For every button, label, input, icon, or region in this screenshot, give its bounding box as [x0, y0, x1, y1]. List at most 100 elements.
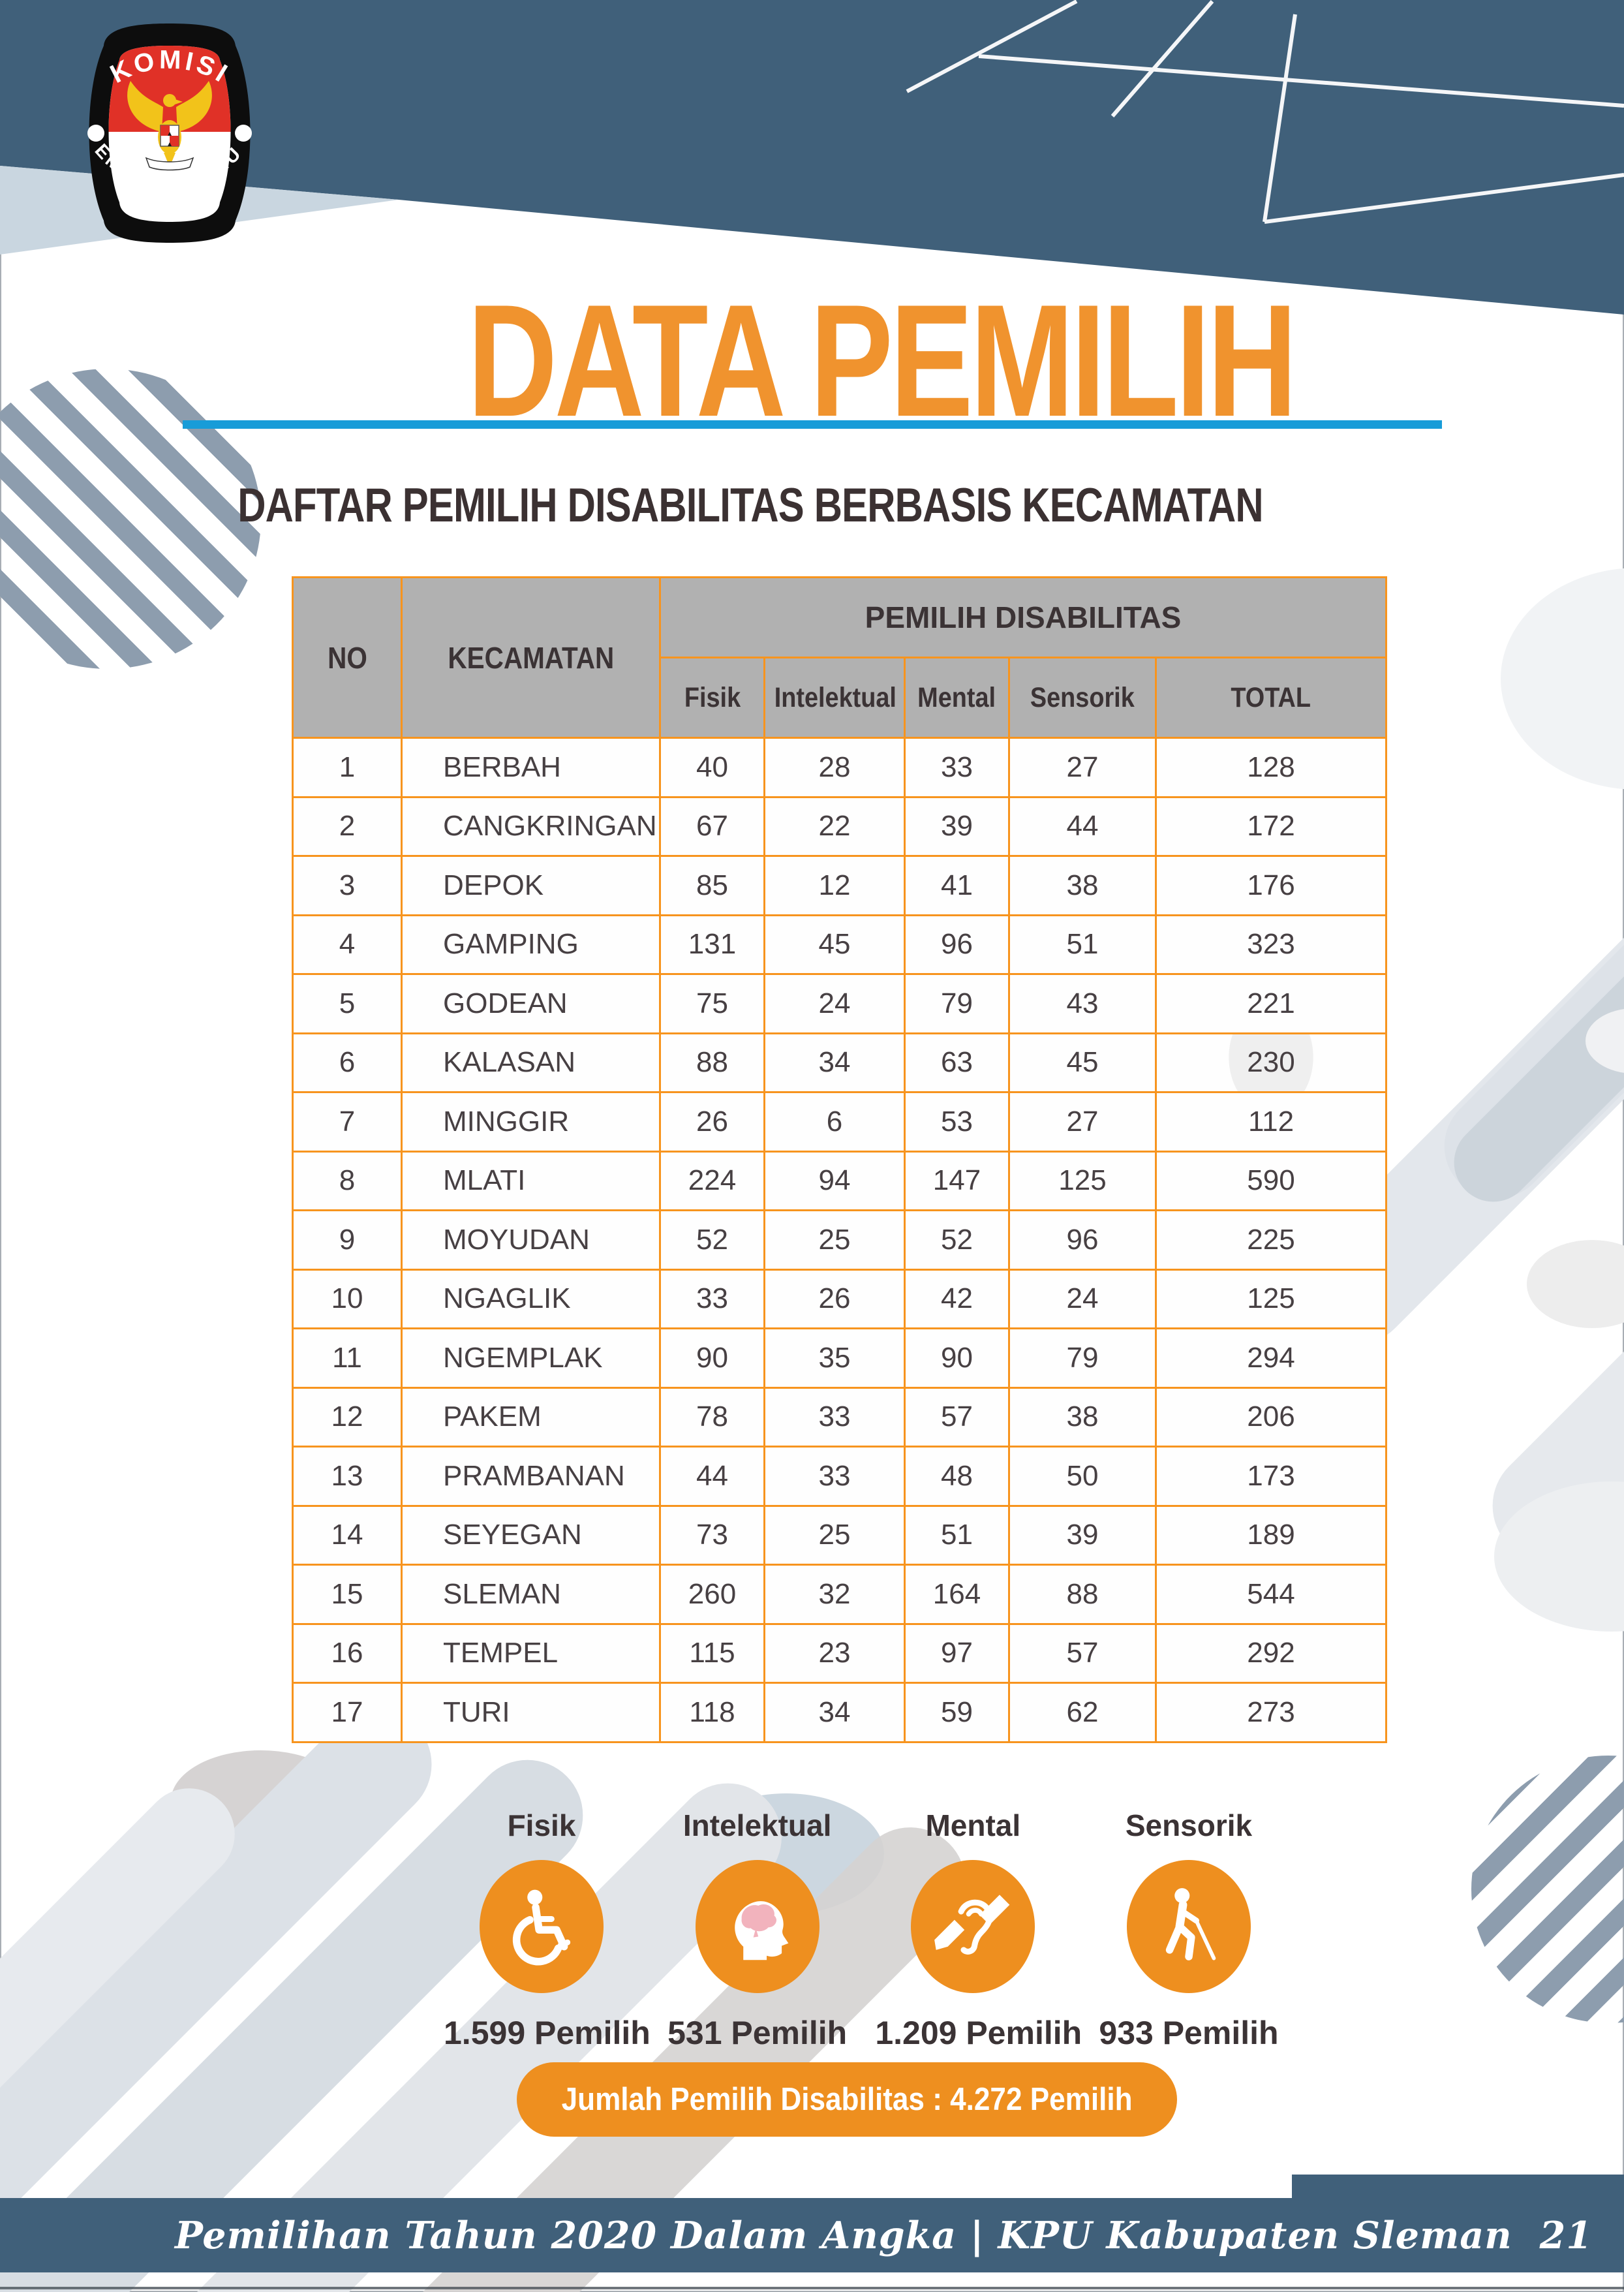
- total-banner: Jumlah Pemilih Disabilitas : 4.272 Pemil…: [517, 2062, 1177, 2137]
- cell-fisik: 118: [659, 1682, 765, 1743]
- cell-sensorik: 27: [1008, 1091, 1157, 1153]
- cell-no: 1: [292, 737, 403, 798]
- table-row: 2 CANGKRINGAN 67 22 39 44 172: [292, 796, 1388, 857]
- cell-intelektual: 24: [763, 973, 906, 1034]
- table-row: 7 MINGGIR 26 6 53 27 112: [292, 1091, 1388, 1153]
- cell-total: 294: [1154, 1327, 1388, 1389]
- col-header-group-label: PEMILIH DISABILITAS: [865, 600, 1182, 634]
- col-header-kecamatan: KECAMATAN: [401, 576, 661, 739]
- footer-bar: Pemilihan Tahun 2020 Dalam Angka | KPU K…: [0, 2198, 1624, 2272]
- page-title: DATA PEMILIH: [467, 271, 1297, 450]
- cell-no: 14: [292, 1504, 403, 1566]
- cell-total: 112: [1154, 1091, 1388, 1153]
- kpu-logo: KOMISI PEMILIHAN UMUM: [62, 18, 252, 243]
- cell-mental: 164: [904, 1564, 1010, 1625]
- cell-kecamatan: CANGKRINGAN: [401, 796, 661, 857]
- cell-total: 176: [1154, 855, 1388, 916]
- cell-fisik: 78: [659, 1386, 765, 1448]
- summary-intelektual: Intelektual 531 Pemilih: [660, 1808, 855, 2052]
- cell-kecamatan: TURI: [401, 1682, 661, 1743]
- cell-total: 221: [1154, 973, 1388, 1034]
- logo-dot-left: [87, 125, 104, 142]
- summary-mental-label: Mental: [925, 1808, 1021, 1842]
- header-dark-polygon: [0, 0, 1624, 315]
- col-header-no-label: NO: [327, 640, 367, 675]
- cell-no: 9: [292, 1209, 403, 1271]
- cell-kecamatan: PAKEM: [401, 1386, 661, 1448]
- cell-intelektual: 25: [763, 1209, 906, 1271]
- cell-sensorik: 38: [1008, 1386, 1157, 1448]
- col-header-kecamatan-label: KECAMATAN: [448, 640, 614, 675]
- cell-sensorik: 24: [1008, 1268, 1157, 1329]
- cell-mental: 42: [904, 1268, 1010, 1329]
- table-row: 11 NGEMPLAK 90 35 90 79 294: [292, 1327, 1388, 1389]
- cell-fisik: 131: [659, 914, 765, 975]
- cell-fisik: 26: [659, 1091, 765, 1153]
- table-row: 3 DEPOK 85 12 41 38 176: [292, 855, 1388, 916]
- cell-kecamatan: GODEAN: [401, 973, 661, 1034]
- col-header-sensorik: Sensorik: [1008, 657, 1157, 739]
- deaf-icon: [911, 1860, 1035, 1993]
- summary-fisik: Fisik 1.599 Pemilih: [444, 1808, 651, 2052]
- cell-mental: 79: [904, 973, 1010, 1034]
- cell-fisik: 67: [659, 796, 765, 857]
- cell-total: 206: [1154, 1386, 1388, 1448]
- col-header-no: NO: [292, 576, 403, 739]
- table-row: 10 NGAGLIK 33 26 42 24 125: [292, 1268, 1388, 1329]
- cell-fisik: 52: [659, 1209, 765, 1271]
- col-header-mental: Mental: [904, 657, 1010, 739]
- title-underline: [183, 420, 1442, 429]
- cell-kecamatan: MLATI: [401, 1150, 661, 1211]
- col-header-fisik-label: Fisik: [684, 682, 741, 713]
- footer-page-number: 21: [1539, 2213, 1593, 2257]
- cell-intelektual: 34: [763, 1032, 906, 1093]
- cell-fisik: 90: [659, 1327, 765, 1389]
- decor-capsule: [1422, 777, 1624, 1220]
- cell-no: 8: [292, 1150, 403, 1211]
- summary-sensorik-count: 933 Pemilih: [1099, 2015, 1279, 2051]
- cell-fisik: 73: [659, 1504, 765, 1566]
- cell-total: 128: [1154, 737, 1388, 798]
- col-header-group: PEMILIH DISABILITAS: [658, 576, 1388, 658]
- cell-intelektual: 28: [763, 737, 906, 798]
- striped-circle-bottom-right: [1471, 1756, 1624, 2023]
- summary-sensorik-label: Sensorik: [1125, 1808, 1253, 1842]
- cell-intelektual: 26: [763, 1268, 906, 1329]
- cell-intelektual: 34: [763, 1682, 906, 1743]
- table-row: 4 GAMPING 131 45 96 51 323: [292, 914, 1388, 975]
- footer-step-decor: [1292, 2175, 1624, 2201]
- cell-fisik: 40: [659, 737, 765, 798]
- footer-text: Pemilihan Tahun 2020 Dalam Angka | KPU K…: [174, 2213, 1512, 2257]
- summary-fisik-label: Fisik: [507, 1808, 576, 1842]
- cell-kecamatan: SLEMAN: [401, 1564, 661, 1625]
- cell-intelektual: 45: [763, 914, 906, 975]
- summary-fisik-count: 1.599 Pemilih: [444, 2015, 651, 2051]
- logo-dot-right: [235, 125, 252, 142]
- cell-sensorik: 51: [1008, 914, 1157, 975]
- brain-head-icon: [695, 1860, 820, 1993]
- summary-mental-count: 1.209 Pemilih: [875, 2015, 1082, 2051]
- cell-fisik: 75: [659, 973, 765, 1034]
- cell-kecamatan: BERBAH: [401, 737, 661, 798]
- cell-total: 590: [1154, 1150, 1388, 1211]
- table-header: NO KECAMATAN PEMILIH DISABILITAS Fisik I…: [292, 576, 1388, 739]
- cell-sensorik: 57: [1008, 1622, 1157, 1684]
- cell-fisik: 224: [659, 1150, 765, 1211]
- cell-mental: 59: [904, 1682, 1010, 1743]
- cell-no: 17: [292, 1682, 403, 1743]
- cell-total: 225: [1154, 1209, 1388, 1271]
- cell-kecamatan: NGEMPLAK: [401, 1327, 661, 1389]
- cell-kecamatan: KALASAN: [401, 1032, 661, 1093]
- cell-kecamatan: NGAGLIK: [401, 1268, 661, 1329]
- cell-sensorik: 39: [1008, 1504, 1157, 1566]
- total-banner-text: Jumlah Pemilih Disabilitas : 4.272 Pemil…: [561, 2082, 1133, 2117]
- cell-mental: 97: [904, 1622, 1010, 1684]
- cell-no: 12: [292, 1386, 403, 1448]
- table-row: 17 TURI 118 34 59 62 273: [292, 1682, 1388, 1743]
- cell-kecamatan: GAMPING: [401, 914, 661, 975]
- cell-sensorik: 44: [1008, 796, 1157, 857]
- cell-sensorik: 62: [1008, 1682, 1157, 1743]
- decor-capsule: [1437, 922, 1624, 1218]
- cell-fisik: 85: [659, 855, 765, 916]
